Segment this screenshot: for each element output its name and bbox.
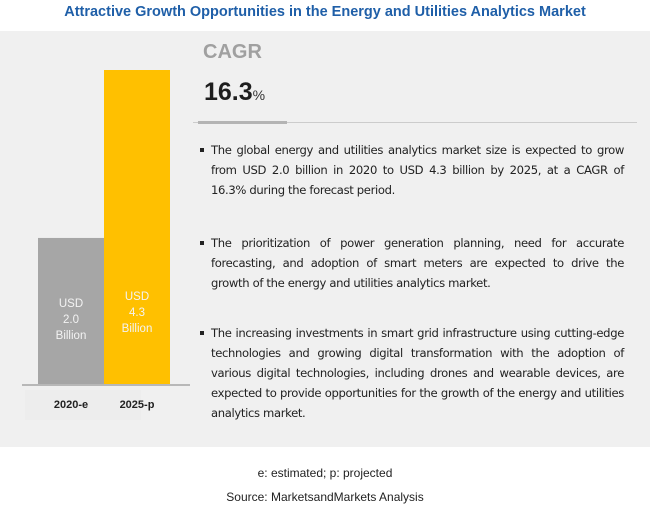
bar-data-label-line: Billion: [55, 330, 87, 342]
bullet-icon: [200, 331, 204, 335]
bullet-item: The global energy and utilities analytic…: [200, 140, 624, 200]
bullet-list: The global energy and utilities analytic…: [200, 140, 624, 456]
divider-line: [193, 122, 637, 123]
bar-data-label: USD 4.3 Billion: [104, 289, 170, 337]
bar-data-label-line: USD: [124, 291, 150, 303]
bar-data-label-line: 4.3: [129, 307, 145, 319]
bar-data-label-line: USD: [58, 298, 84, 310]
infographic-title: Attractive Growth Opportunities in the E…: [64, 4, 586, 20]
tick-label-area: [25, 390, 141, 420]
cagr-number: 16.3: [204, 78, 253, 106]
bullet-icon: [200, 148, 204, 152]
bar-data-label: USD 2.0 Billion: [38, 296, 104, 344]
cagr-value: 16.3%: [204, 78, 265, 107]
bar-2025-p: [104, 70, 170, 384]
bullet-text: The prioritization of power generation p…: [211, 236, 624, 290]
footnote: e: estimated; p: projected: [257, 466, 393, 480]
bar-2020-e: [38, 237, 104, 384]
divider-accent: [198, 121, 287, 124]
cagr-label: CAGR: [203, 41, 262, 63]
bar-data-label-line: 2.0: [63, 314, 79, 326]
bullet-text: The global energy and utilities analytic…: [211, 143, 624, 197]
bullet-item: The prioritization of power generation p…: [200, 233, 624, 293]
bullet-text: The increasing investments in smart grid…: [211, 326, 624, 420]
source-note: Source: MarketsandMarkets Analysis: [226, 490, 424, 504]
x-tick-label: 2025-p: [119, 399, 155, 411]
x-tick-label: 2020-e: [53, 399, 89, 411]
cagr-unit: %: [252, 87, 266, 103]
bar-data-label-line: Billion: [121, 323, 153, 335]
bullet-item: The increasing investments in smart grid…: [200, 323, 624, 423]
bullet-icon: [200, 241, 204, 245]
